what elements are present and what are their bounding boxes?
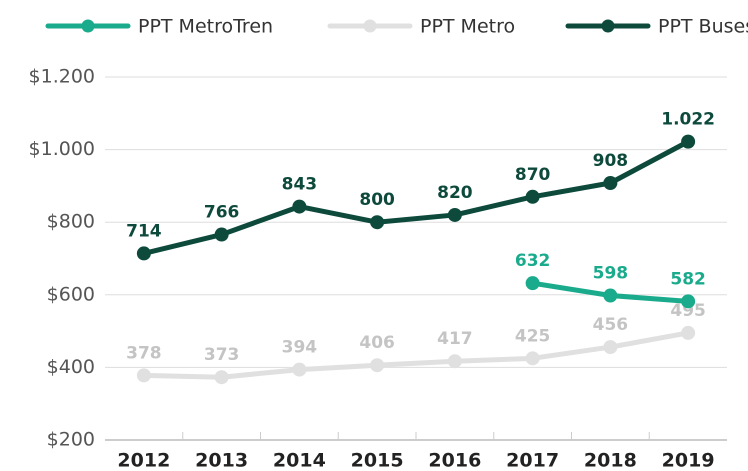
point: [525, 189, 540, 204]
value-label: 373: [204, 345, 240, 365]
point: [681, 325, 696, 340]
point: [603, 175, 618, 190]
value-label: 406: [359, 333, 395, 353]
value-label: 378: [126, 343, 162, 363]
x-tick-label: 2016: [428, 450, 481, 471]
value-label: 456: [593, 315, 629, 335]
series-line: [143, 330, 689, 380]
value-label: 425: [515, 326, 551, 346]
y-tick-label: $1.200: [29, 66, 95, 88]
x-tick-label: 2014: [273, 450, 326, 471]
legend-dot: [363, 19, 377, 33]
value-label: 632: [515, 251, 551, 271]
point: [603, 340, 618, 355]
value-label: 495: [670, 301, 706, 321]
point: [681, 134, 696, 149]
y-tick-label: $600: [47, 283, 95, 305]
value-label: 820: [437, 183, 473, 203]
legend-label: PPT MetroTren: [138, 16, 273, 38]
value-label: 714: [126, 221, 162, 241]
x-tick-label: 2013: [195, 450, 248, 471]
value-label: 766: [204, 203, 240, 223]
legend-dot: [601, 19, 615, 33]
x-tick-label: 2012: [117, 450, 170, 471]
value-label: 870: [515, 165, 551, 185]
y-tick-label: $200: [47, 429, 95, 451]
point: [525, 276, 540, 291]
point: [136, 246, 151, 261]
value-label: 908: [593, 151, 629, 171]
legend-label: PPT Metro: [420, 16, 515, 38]
value-label: 417: [437, 329, 473, 349]
y-tick-label: $800: [47, 211, 95, 233]
value-label: 800: [359, 190, 395, 210]
point: [292, 362, 307, 377]
x-tick-label: 2018: [584, 450, 637, 471]
value-label: 598: [593, 264, 629, 284]
point: [214, 227, 229, 242]
point: [447, 207, 462, 222]
point: [447, 354, 462, 369]
point: [292, 199, 307, 214]
point: [214, 370, 229, 385]
value-label: 1.022: [661, 110, 715, 130]
point: [370, 358, 385, 373]
point: [603, 288, 618, 303]
value-label: 843: [282, 175, 318, 195]
y-tick-label: $1.000: [29, 138, 95, 160]
point: [136, 368, 151, 383]
legend-label: PPT Buses: [658, 16, 748, 38]
point: [681, 294, 696, 309]
value-label: 394: [282, 338, 318, 358]
x-tick-label: 2019: [662, 450, 715, 471]
legend-dot: [81, 19, 95, 33]
x-tick-label: 2017: [506, 450, 559, 471]
series-line: [143, 139, 690, 256]
value-label: 582: [670, 269, 706, 289]
point: [370, 215, 385, 230]
point: [525, 351, 540, 366]
x-tick-label: 2015: [351, 450, 404, 471]
y-tick-label: $400: [47, 356, 95, 378]
